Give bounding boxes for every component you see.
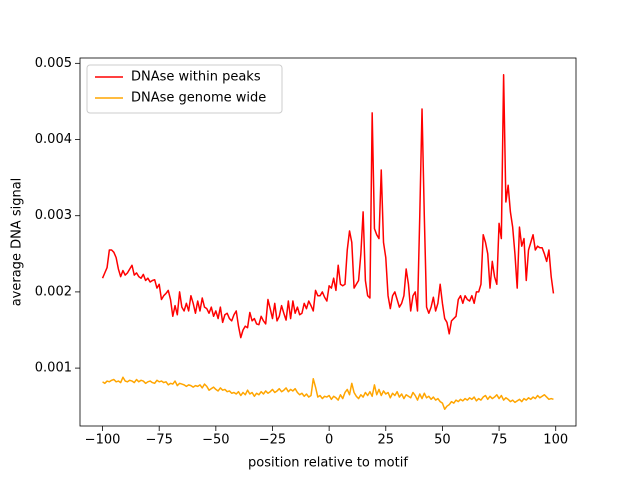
x-tick-label: 50 (434, 433, 451, 448)
x-tick-label: 75 (491, 433, 508, 448)
y-tick-label: 0.002 (35, 284, 72, 299)
x-tick-label: −25 (259, 433, 286, 448)
x-tick-label: 0 (325, 433, 333, 448)
y-axis-label: average DNA signal (10, 178, 25, 307)
x-tick-label: −100 (85, 433, 121, 448)
x-axis-label: position relative to motif (248, 456, 408, 471)
legend-box (86, 64, 283, 114)
x-tick-label: 100 (543, 433, 568, 448)
x-tick-label: 25 (378, 433, 395, 448)
data-line (102, 376, 554, 410)
y-tick-label: 0.004 (35, 132, 72, 147)
x-tick-label: −75 (145, 433, 172, 448)
y-tick-label: 0.001 (35, 361, 72, 376)
x-tick-label: −50 (202, 433, 229, 448)
y-tick-label: 0.003 (35, 208, 72, 223)
legend-label: DNAse genome wide (131, 91, 266, 106)
legend-label: DNAse within peaks (131, 70, 261, 85)
data-line (101, 74, 555, 339)
plot-frame (79, 57, 577, 427)
y-tick-label: 0.005 (35, 56, 72, 71)
